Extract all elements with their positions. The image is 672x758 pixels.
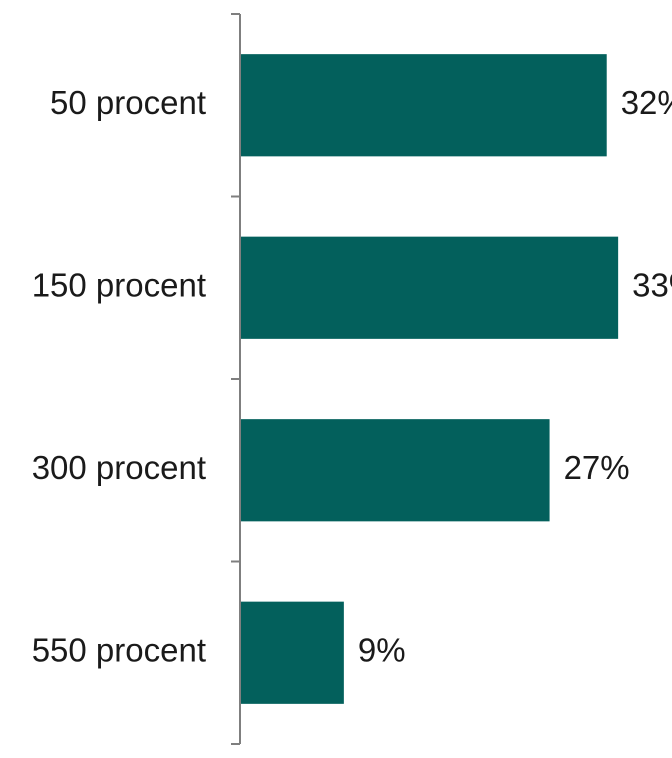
bar-50-procent	[241, 54, 607, 157]
category-label-150-procent: 150 procent	[32, 266, 206, 303]
category-axis	[231, 13, 241, 745]
bar-150-procent	[241, 236, 619, 339]
category-label-300-procent: 300 procent	[32, 449, 206, 486]
value-label-550-procent: 9%	[358, 631, 406, 668]
bar-300-procent	[241, 419, 550, 522]
value-label-150-procent: 33%	[632, 266, 672, 303]
value-labels-group: 32% 33% 27% 9%	[358, 84, 672, 669]
value-label-50-procent: 32%	[621, 84, 672, 121]
category-label-550-procent: 550 procent	[32, 631, 206, 668]
value-label-300-procent: 27%	[564, 449, 630, 486]
category-label-50-procent: 50 procent	[50, 84, 206, 121]
bar-550-procent	[241, 601, 344, 704]
category-labels-group: 50 procent 150 procent 300 procent 550 proc…	[32, 84, 206, 669]
bars-group	[241, 54, 619, 704]
